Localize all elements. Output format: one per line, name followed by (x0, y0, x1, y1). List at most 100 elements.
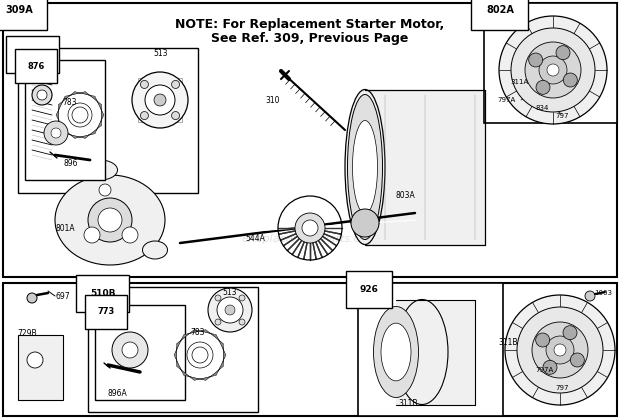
Circle shape (122, 342, 138, 358)
Polygon shape (71, 92, 80, 95)
Circle shape (295, 213, 325, 243)
Polygon shape (58, 120, 63, 129)
Polygon shape (58, 101, 63, 110)
Circle shape (84, 227, 100, 243)
Bar (18, 335, 63, 400)
Circle shape (239, 319, 245, 325)
Circle shape (546, 336, 574, 364)
Text: eReplacementParts.com: eReplacementParts.com (242, 234, 378, 244)
Text: 309A: 309A (5, 5, 33, 15)
Text: 803A: 803A (395, 191, 415, 199)
Circle shape (563, 326, 577, 340)
Ellipse shape (381, 323, 411, 381)
Bar (396, 300, 475, 405)
Text: 510A: 510A (20, 50, 46, 59)
Circle shape (217, 297, 243, 323)
Text: 697: 697 (56, 292, 71, 300)
Polygon shape (200, 377, 210, 380)
Circle shape (532, 322, 588, 378)
Circle shape (99, 184, 111, 196)
Text: 797: 797 (555, 113, 569, 119)
Text: 311B: 311B (398, 398, 417, 408)
Circle shape (547, 64, 559, 76)
Text: 926: 926 (360, 285, 379, 294)
Polygon shape (210, 334, 219, 340)
Polygon shape (97, 120, 102, 129)
Circle shape (192, 347, 208, 363)
Text: 896: 896 (63, 158, 78, 168)
Ellipse shape (353, 121, 378, 214)
Bar (95, 305, 185, 400)
Polygon shape (63, 129, 71, 135)
Text: 783: 783 (190, 328, 205, 336)
Text: 311B: 311B (498, 337, 518, 347)
Circle shape (112, 332, 148, 368)
Ellipse shape (347, 95, 383, 240)
Text: 510B: 510B (90, 289, 115, 298)
Text: 773: 773 (97, 307, 114, 316)
Polygon shape (102, 110, 104, 120)
Circle shape (215, 319, 221, 325)
Text: 729B: 729B (17, 328, 37, 337)
Circle shape (122, 227, 138, 243)
Text: 797: 797 (555, 385, 569, 391)
Circle shape (539, 56, 567, 84)
Circle shape (225, 305, 235, 315)
Circle shape (37, 90, 47, 100)
Circle shape (172, 80, 180, 88)
Polygon shape (200, 330, 210, 334)
Circle shape (351, 209, 379, 237)
Circle shape (511, 28, 595, 112)
Text: NOTE: For Replacement Starter Motor,: NOTE: For Replacement Starter Motor, (175, 18, 445, 31)
Text: 513: 513 (222, 287, 236, 297)
Circle shape (554, 344, 566, 356)
Circle shape (27, 293, 37, 303)
Text: 311A: 311A (510, 79, 528, 85)
Polygon shape (219, 340, 223, 350)
Text: 834: 834 (535, 105, 548, 111)
Text: 896A: 896A (108, 388, 128, 398)
Circle shape (141, 80, 148, 88)
Bar (3, 3, 617, 277)
Ellipse shape (396, 300, 448, 404)
Circle shape (187, 342, 213, 368)
Polygon shape (190, 330, 200, 334)
Text: 797A: 797A (535, 367, 553, 373)
Circle shape (543, 360, 557, 374)
Circle shape (98, 208, 122, 232)
Text: 802A: 802A (486, 5, 514, 15)
Circle shape (44, 121, 68, 145)
Polygon shape (63, 95, 71, 101)
Circle shape (564, 73, 577, 87)
Bar (25, 60, 105, 180)
Text: 1003: 1003 (594, 290, 612, 296)
Polygon shape (97, 101, 102, 110)
Bar (18, 48, 198, 193)
Bar (3, 283, 617, 416)
Circle shape (154, 94, 166, 106)
Bar (215, 295, 245, 325)
Circle shape (32, 85, 52, 105)
Circle shape (525, 42, 581, 98)
Polygon shape (89, 129, 97, 135)
Text: See Ref. 309, Previous Page: See Ref. 309, Previous Page (211, 32, 409, 45)
Circle shape (215, 295, 221, 301)
Circle shape (499, 16, 607, 124)
Text: 876: 876 (27, 62, 45, 71)
Text: 513: 513 (153, 49, 167, 57)
Circle shape (570, 353, 584, 367)
Circle shape (141, 111, 148, 119)
Circle shape (536, 80, 550, 94)
Polygon shape (177, 360, 181, 370)
Circle shape (556, 46, 570, 59)
Circle shape (505, 295, 615, 405)
Circle shape (585, 291, 595, 301)
Bar (88, 287, 258, 412)
Bar (365, 90, 485, 245)
Circle shape (132, 72, 188, 128)
Polygon shape (223, 350, 226, 360)
Ellipse shape (143, 241, 167, 259)
Circle shape (72, 107, 88, 123)
Circle shape (302, 220, 318, 236)
Polygon shape (71, 135, 80, 138)
